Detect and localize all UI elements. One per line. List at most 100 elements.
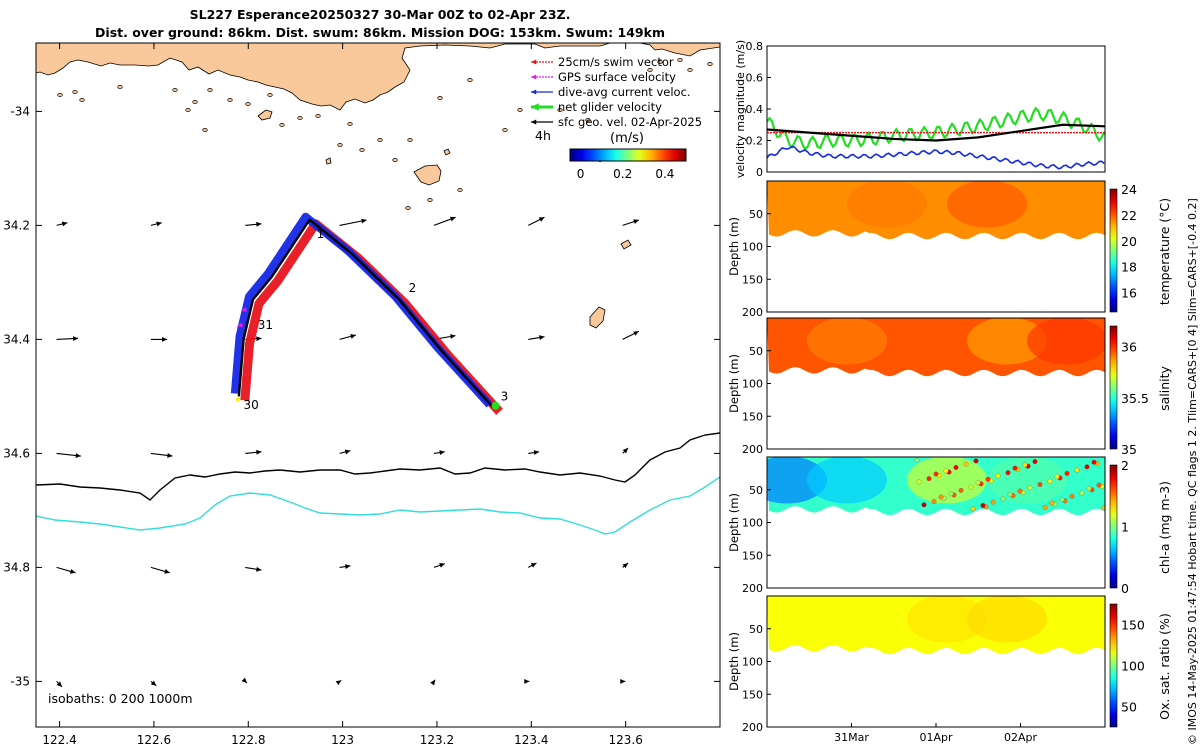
- y-tick-label: 100: [742, 656, 763, 669]
- chl-sample: [1086, 485, 1092, 491]
- chl-sample: [1047, 478, 1053, 484]
- reef: [392, 158, 398, 162]
- legend-entry: dive-avg current veloc.: [558, 85, 691, 99]
- geo-vector: [150, 336, 168, 342]
- y-tick-label: 0.4: [746, 103, 764, 116]
- y-tick-label: 100: [742, 241, 763, 254]
- geo-vector: [56, 221, 68, 227]
- geo-vector: [56, 681, 63, 688]
- y-tick-label: 0: [756, 166, 763, 179]
- reef: [437, 96, 443, 100]
- section-panel-oxygen: 50 100 150 200 Depth (m) 50 100 150 Ox. sat. rat…: [727, 595, 1172, 744]
- reef: [585, 118, 591, 122]
- legend-entry: sfc geo. vel. 02-Apr-2025: [558, 115, 702, 129]
- geostrophic-vector-field: [56, 216, 640, 688]
- section-patch: [987, 457, 1067, 504]
- chl-sample: [1096, 482, 1102, 488]
- colorbar-tick-label: 0: [577, 167, 585, 181]
- colorbar-tick-label: 16: [1121, 286, 1137, 301]
- y-tick-label: 150: [742, 273, 763, 286]
- geo-vector: [56, 336, 79, 342]
- isobath-label: isobaths: 0 200 1000m: [48, 691, 193, 706]
- y-tick-label: 150: [742, 688, 763, 701]
- gps-velocity-vector: [236, 322, 244, 328]
- chl-sample: [963, 461, 969, 467]
- colorbar-label: salinity: [1157, 365, 1172, 410]
- chl-sample: [1037, 482, 1043, 487]
- y-tick-label: 0.8: [746, 40, 764, 53]
- reef: [359, 148, 365, 152]
- colorbar-tick-label: 2: [1121, 458, 1129, 473]
- geo-vector: [433, 216, 456, 226]
- geo-vector: [339, 564, 351, 569]
- geo-vector: [56, 566, 76, 574]
- velocity-y-axis: 0 0.2 0.4 0.6 0.8: [746, 40, 771, 179]
- reef: [347, 122, 353, 126]
- geo-vector: [339, 334, 356, 340]
- geo-vector: [622, 447, 629, 454]
- reef: [117, 85, 123, 89]
- track-line: [237, 218, 495, 409]
- isobath-1000m: [36, 476, 720, 535]
- y-tick-label: 50: [749, 623, 763, 636]
- chl-sample: [1091, 459, 1097, 465]
- chl-sample: [975, 480, 981, 485]
- chl-sample: [1012, 465, 1018, 471]
- legend-entry: 25cm/s swim vector: [558, 55, 674, 69]
- colorbar-label: temperature (°C): [1157, 198, 1172, 305]
- chl-sample: [926, 476, 932, 482]
- chl-sample: [933, 471, 939, 477]
- velocity-ylabel: velocity magnitude (m/s): [734, 40, 747, 178]
- geo-vector: [339, 218, 367, 226]
- y-tick-label: 150: [742, 410, 763, 423]
- chl-sample: [1059, 497, 1065, 503]
- velocity-series: [767, 106, 1105, 170]
- reef: [517, 108, 523, 112]
- chl-sample: [1032, 459, 1038, 465]
- chl-sample: [1069, 493, 1075, 499]
- reef: [657, 60, 663, 64]
- reef: [207, 88, 213, 92]
- series-net-velocity: [767, 106, 1105, 151]
- section-colorbar: [1109, 603, 1118, 728]
- chl-sample: [914, 457, 920, 463]
- section-panel-temperature: 50 100 150 200 Depth (m) 16 18 20 22 24 temperatur…: [727, 180, 1172, 319]
- reef: [202, 128, 208, 132]
- legend-symbol: [531, 103, 553, 111]
- reef: [457, 188, 463, 192]
- colorbar-tick-label: 0.2: [613, 167, 632, 181]
- reef: [502, 128, 508, 132]
- y-tick-label: 50: [749, 345, 763, 358]
- geo-vector: [150, 680, 157, 687]
- legend-symbol: [531, 89, 553, 95]
- geo-vector: [528, 335, 545, 340]
- geo-vector: [622, 562, 629, 569]
- geo-vector: [433, 562, 445, 568]
- chl-sample: [1079, 490, 1085, 496]
- track-start-marker: [235, 397, 240, 402]
- day-labels: 1 2 3 31 30: [244, 227, 509, 412]
- day-label: 1: [317, 227, 325, 241]
- chl-sample: [1005, 470, 1011, 476]
- chl-sample: [1042, 504, 1048, 510]
- y-tick-label: 50: [749, 484, 763, 497]
- day-label: 30: [244, 398, 259, 412]
- section-panel-chl-a: 50 100 150 200 Depth (m) 0 1 2 chl-a (mg m-3): [727, 456, 1172, 596]
- section-colorbar: [1109, 325, 1118, 450]
- chl-sample: [968, 484, 974, 490]
- island: [589, 306, 606, 329]
- reef: [267, 93, 273, 97]
- section-data: [767, 457, 1105, 516]
- island: [620, 239, 632, 250]
- y-tick-label: 200: [742, 721, 763, 734]
- reef: [467, 78, 473, 82]
- geo-vector: [620, 678, 626, 684]
- colorbar-gradient: [569, 148, 687, 162]
- chl-sample: [921, 502, 927, 508]
- chl-sample: [1074, 467, 1080, 473]
- x-tick-label: 122.6: [137, 733, 171, 747]
- current-vector-ribbon: [230, 212, 493, 408]
- series-geo-velocity: [767, 123, 1105, 142]
